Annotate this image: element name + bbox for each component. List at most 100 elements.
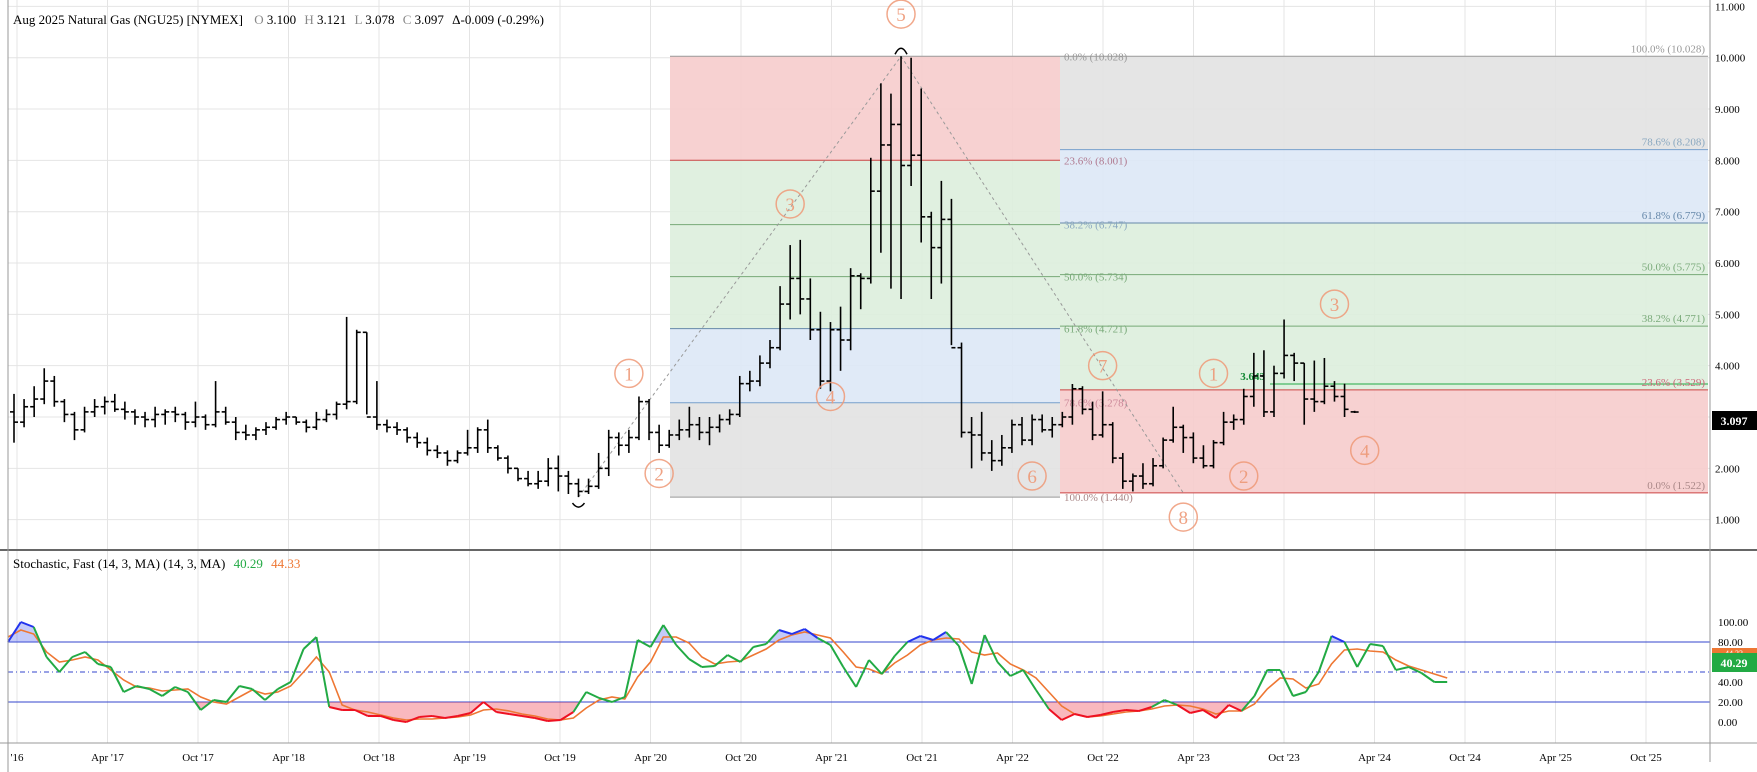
stochastic-k-segment [907,635,921,643]
stochastic-k-segment [970,634,986,685]
ohlc-bar [826,322,835,392]
ohlc-bar [524,470,533,487]
ohlc-bar [382,419,391,433]
ohlc-bar [1159,437,1168,469]
stochastic-k-segment [1253,669,1269,697]
stochastic-k-segment [1240,695,1256,712]
stochastic-k-segment [739,646,755,663]
wave-label-circle-4 [886,0,916,29]
wave-label-2: 3 [785,195,795,216]
price-tick-label-5: 6.000 [1715,258,1740,270]
price-tick-label-8: 9.000 [1715,104,1740,116]
ohlc-bar [816,311,825,389]
stochastic-k-segment [123,685,137,693]
ohlc-bar [1280,319,1289,379]
ohlc-bar [574,478,583,498]
ohlc-bar [705,417,714,446]
ohlc-bar [695,417,704,441]
time-tick-label-10: Oct '21 [906,752,938,764]
stochastic-k-segment [148,688,163,697]
ohlc-bar [624,429,633,453]
ohlc-bar [1229,414,1238,430]
low-label: L [355,12,363,27]
stochastic-k-segment [1215,704,1230,719]
fib-down-label-2: 61.8% (6.779) [1642,210,1706,222]
stochastic-k-segment [727,654,741,663]
ohlc-bar [463,429,472,456]
stochastic-k-segment [778,629,793,635]
stochastic-k-segment [393,719,407,723]
time-tick-label-18: Oct '25 [1630,752,1662,764]
stochastic-k-segment [469,701,485,714]
oversold-fill [1044,702,1161,720]
ohlc-bar [947,198,956,349]
ohlc-bar [735,375,744,418]
ohlc-bar [997,434,1006,466]
stochastic-k-segment [1164,699,1178,706]
ohlc-bar [493,445,502,461]
fib-down-label-4: 38.2% (4.771) [1642,313,1706,325]
stochastic-k-segment [84,651,99,665]
stochastic-k-segment [1087,714,1101,718]
ohlc-bars[interactable] [10,56,1359,498]
fib-up-zone-1 [670,160,1060,225]
stochastic-k-segment [623,639,639,698]
open-value: 3.100 [267,12,296,27]
time-tick-label-14: Oct '23 [1268,752,1300,764]
ohlc-bar [171,406,180,423]
time-tick-label-4: Oct '18 [363,752,395,764]
stochastic-k-segment [893,641,909,657]
ohlc-bar [1138,463,1147,489]
ohlc-bar [221,406,230,425]
stochastic-k-segment [1369,643,1384,647]
ohlc-bar [1209,440,1218,469]
stochastic-k-segment [97,663,112,668]
ohlc-bar [1007,419,1016,453]
fib-down-zone-1 [1060,149,1708,224]
ohlc-bar [1199,445,1208,469]
ohlc-bar [766,340,774,369]
stochastic-k-segment [1022,669,1037,691]
stochastic-k-segment [957,645,973,685]
time-tick-label-1: Apr '17 [91,752,124,764]
ohlc-bar [987,440,996,471]
stochastic-lines[interactable] [7,621,1448,723]
stochastic-k-segment [1009,669,1024,677]
stochastic-k-segment [534,717,548,722]
ohlc-bar [755,355,764,387]
stochastic-k-segment [611,696,626,703]
wave-label-circle-1 [644,458,674,489]
stochastic-k-segment [521,715,536,719]
stochastic-k-segment [289,648,305,683]
ohlc-bar [1179,424,1188,453]
ohlc-bar [645,399,654,441]
ohlc-bar [1038,414,1047,433]
stochastic-k-segment [675,644,690,660]
stochastic-k-segment [547,719,561,722]
ohlc-bar [10,393,18,443]
time-tick-label-12: Oct '22 [1087,752,1119,764]
fibonacci-lines [670,55,1708,498]
stochastic-k-segment [1151,699,1165,708]
stochastic-k-segment [200,699,215,711]
ohlc-bar [1290,352,1299,382]
fib-down-label-5: 23.6% (3.529) [1642,377,1706,389]
ohlc-bar [725,409,734,425]
stochastic-k-segment [1356,643,1371,668]
stochastic-k-segment [354,709,369,717]
wave-label-circle-0 [614,358,644,389]
stochastic-k-segment [496,711,510,715]
stochastic-k-segment [419,715,433,718]
ohlc-bar [846,268,855,351]
stochastic-tick-label-2: 40.00 [1718,677,1743,689]
stochastic-d-badge [1712,648,1757,657]
stochastic-k-segment [842,666,857,688]
stochastic-k-segment [598,697,613,703]
ohlc-bar [110,393,119,412]
stochastic-k-segment [1331,635,1345,643]
stochastic-k-segment [714,654,729,667]
ohlc-bar [372,381,381,430]
price-header: Aug 2025 Natural Gas (NGU25) [NYMEX] O 3… [13,12,544,27]
stochastic-k-segment [1343,641,1359,668]
stochastic-tick-label-1: 20.00 [1718,697,1743,709]
